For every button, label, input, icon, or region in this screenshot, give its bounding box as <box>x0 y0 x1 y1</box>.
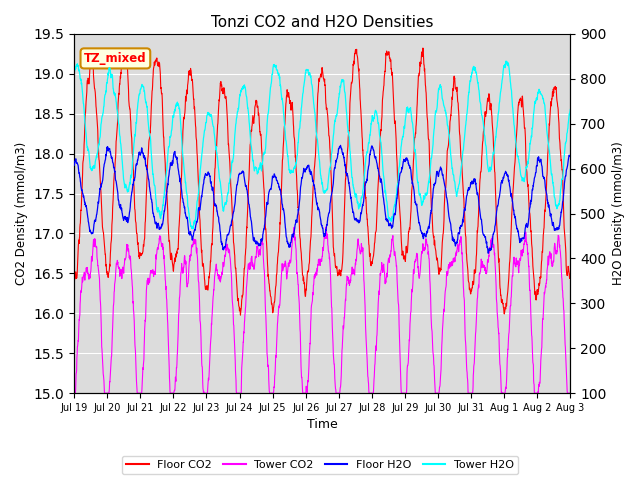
Tower H2O <box>461 127 469 132</box>
Floor H2O <box>461 206 469 212</box>
Tower CO2 <box>299 387 307 393</box>
Tower CO2 <box>566 390 574 396</box>
Tower CO2 <box>95 276 103 282</box>
Floor CO2 <box>95 162 103 168</box>
Tower H2O <box>552 203 560 208</box>
Line: Floor H2O: Floor H2O <box>74 145 570 253</box>
Floor H2O <box>95 191 103 197</box>
Text: TZ_mixed: TZ_mixed <box>84 52 147 65</box>
Tower CO2 <box>312 270 319 276</box>
Tower CO2 <box>70 390 78 396</box>
Y-axis label: CO2 Density (mmol/m3): CO2 Density (mmol/m3) <box>15 142 28 285</box>
Floor CO2 <box>552 84 560 90</box>
Floor CO2 <box>461 230 469 236</box>
Tower H2O <box>189 226 197 232</box>
Y-axis label: H2O Density (mmol/m3): H2O Density (mmol/m3) <box>612 142 625 286</box>
X-axis label: Time: Time <box>307 419 338 432</box>
Tower CO2 <box>552 248 560 253</box>
Floor H2O <box>298 175 306 181</box>
Floor CO2 <box>312 147 319 153</box>
Legend: Floor CO2, Tower CO2, Floor H2O, Tower H2O: Floor CO2, Tower CO2, Floor H2O, Tower H… <box>122 456 518 474</box>
Tower H2O <box>552 204 560 209</box>
Line: Tower H2O: Tower H2O <box>74 61 570 229</box>
Floor CO2 <box>552 90 560 96</box>
Title: Tonzi CO2 and H2O Densities: Tonzi CO2 and H2O Densities <box>211 15 433 30</box>
Floor CO2 <box>566 271 574 276</box>
Floor H2O <box>566 154 574 159</box>
Tower H2O <box>95 137 103 143</box>
Floor H2O <box>484 251 492 256</box>
Floor H2O <box>552 227 560 232</box>
Floor CO2 <box>299 272 307 278</box>
Floor H2O <box>70 162 78 168</box>
Floor H2O <box>337 143 344 148</box>
Tower CO2 <box>291 224 298 230</box>
Floor CO2 <box>70 280 78 286</box>
Tower H2O <box>502 58 510 64</box>
Line: Floor CO2: Floor CO2 <box>74 48 570 315</box>
Floor CO2 <box>237 312 244 318</box>
Tower CO2 <box>552 251 560 257</box>
Floor H2O <box>552 227 560 232</box>
Line: Tower CO2: Tower CO2 <box>74 227 570 393</box>
Tower H2O <box>312 120 319 126</box>
Tower CO2 <box>461 332 469 337</box>
Tower H2O <box>70 70 78 76</box>
Tower H2O <box>566 107 574 112</box>
Tower H2O <box>299 93 307 99</box>
Floor H2O <box>312 190 319 196</box>
Floor CO2 <box>419 45 427 51</box>
